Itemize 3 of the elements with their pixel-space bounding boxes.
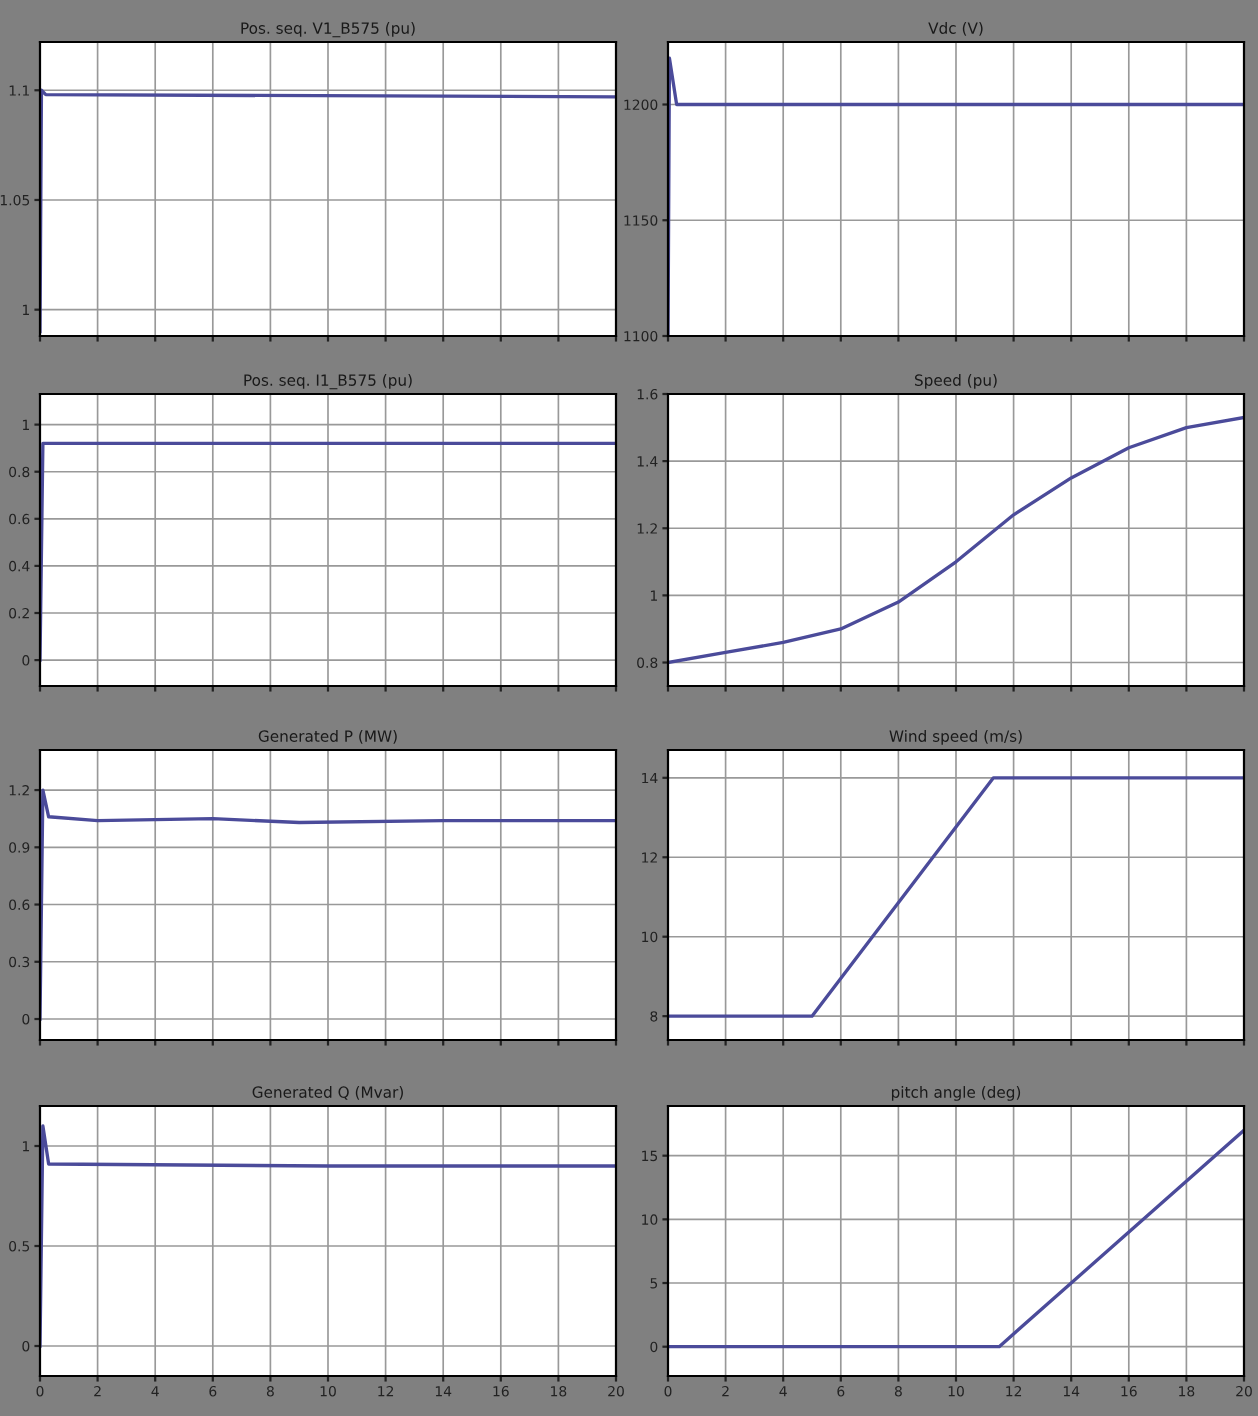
line-series (668, 415, 1244, 665)
line-series (40, 788, 616, 1021)
line-series (40, 1124, 616, 1348)
